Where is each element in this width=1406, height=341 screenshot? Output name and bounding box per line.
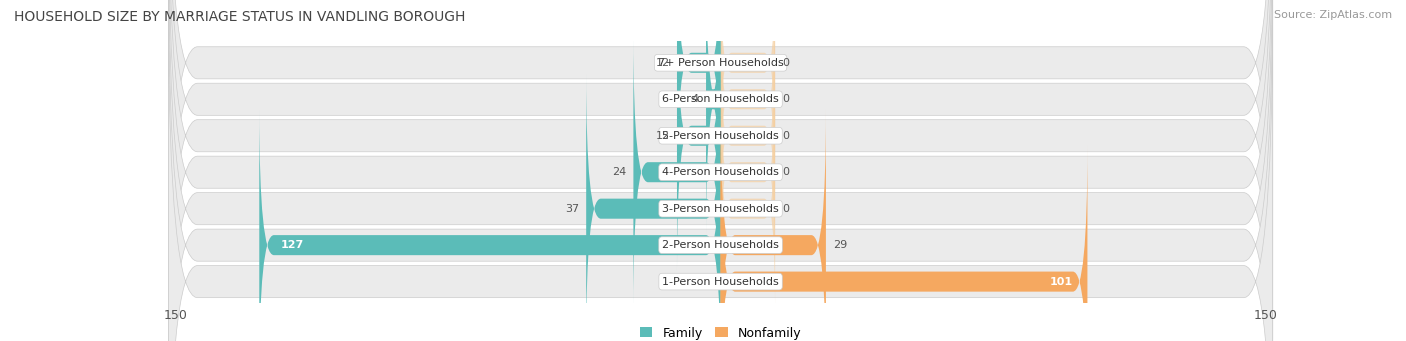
Text: 4-Person Households: 4-Person Households: [662, 167, 779, 177]
Text: 29: 29: [834, 240, 848, 250]
FancyBboxPatch shape: [721, 73, 775, 271]
Text: 5-Person Households: 5-Person Households: [662, 131, 779, 141]
FancyBboxPatch shape: [633, 36, 721, 308]
FancyBboxPatch shape: [721, 0, 775, 199]
Text: 24: 24: [612, 167, 626, 177]
FancyBboxPatch shape: [721, 109, 825, 341]
Text: 3-Person Households: 3-Person Households: [662, 204, 779, 214]
Text: 0: 0: [782, 204, 789, 214]
FancyBboxPatch shape: [169, 0, 1272, 341]
Text: Source: ZipAtlas.com: Source: ZipAtlas.com: [1274, 10, 1392, 20]
Text: 2-Person Households: 2-Person Households: [662, 240, 779, 250]
Text: 12: 12: [655, 131, 669, 141]
Text: 1-Person Households: 1-Person Households: [662, 277, 779, 286]
Text: HOUSEHOLD SIZE BY MARRIAGE STATUS IN VANDLING BOROUGH: HOUSEHOLD SIZE BY MARRIAGE STATUS IN VAN…: [14, 10, 465, 24]
Legend: Family, Nonfamily: Family, Nonfamily: [636, 322, 806, 341]
Text: 0: 0: [782, 94, 789, 104]
FancyBboxPatch shape: [721, 146, 1087, 341]
FancyBboxPatch shape: [169, 0, 1272, 341]
Text: 0: 0: [782, 167, 789, 177]
FancyBboxPatch shape: [586, 73, 721, 341]
FancyBboxPatch shape: [169, 0, 1272, 339]
Text: 12: 12: [655, 58, 669, 68]
FancyBboxPatch shape: [169, 6, 1272, 341]
Text: 4: 4: [692, 94, 699, 104]
FancyBboxPatch shape: [721, 0, 775, 162]
FancyBboxPatch shape: [169, 0, 1272, 341]
Text: 0: 0: [782, 58, 789, 68]
Text: 7+ Person Households: 7+ Person Households: [658, 58, 783, 68]
Text: 6-Person Households: 6-Person Households: [662, 94, 779, 104]
FancyBboxPatch shape: [678, 0, 721, 271]
FancyBboxPatch shape: [706, 0, 721, 235]
Text: 101: 101: [1050, 277, 1073, 286]
FancyBboxPatch shape: [169, 0, 1272, 341]
Text: 37: 37: [565, 204, 579, 214]
Text: 0: 0: [782, 131, 789, 141]
Text: 127: 127: [281, 240, 304, 250]
FancyBboxPatch shape: [721, 109, 775, 308]
FancyBboxPatch shape: [259, 109, 721, 341]
FancyBboxPatch shape: [169, 0, 1272, 341]
FancyBboxPatch shape: [678, 0, 721, 199]
FancyBboxPatch shape: [721, 36, 775, 235]
